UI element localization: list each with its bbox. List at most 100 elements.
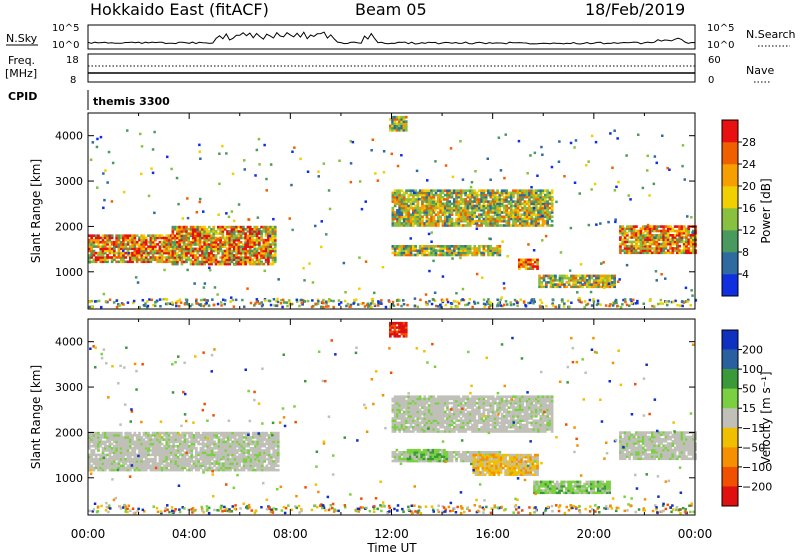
data-cell (246, 225, 250, 229)
data-cell (260, 254, 263, 257)
data-cell (414, 249, 417, 252)
data-cell (204, 436, 207, 439)
data-cell (97, 460, 100, 463)
data-cell (258, 247, 261, 251)
data-cell (398, 120, 401, 123)
data-cell (203, 251, 206, 255)
data-cell (232, 247, 236, 251)
data-cell (258, 447, 262, 450)
data-cell (140, 172, 143, 176)
data-cell (480, 215, 483, 219)
data-cell (165, 460, 169, 463)
data-cell (207, 245, 211, 248)
data-cell (232, 238, 236, 242)
data-cell (181, 464, 184, 468)
data-cell (664, 236, 668, 239)
data-cell (221, 241, 225, 244)
data-cell (353, 298, 356, 302)
data-cell (126, 453, 130, 457)
data-cell (653, 251, 656, 255)
data-cell (103, 466, 107, 470)
data-cell (107, 150, 111, 154)
data-cell (110, 460, 114, 463)
data-cell (215, 434, 219, 437)
data-cell (90, 464, 93, 468)
data-cell (275, 304, 278, 308)
data-cell (101, 247, 105, 251)
data-cell (316, 298, 320, 302)
data-cell (242, 453, 246, 457)
data-cell (255, 249, 259, 253)
data-cell (692, 247, 695, 250)
data-cell (97, 256, 100, 259)
data-cell (687, 247, 691, 250)
data-cell (286, 304, 289, 308)
data-cell (418, 191, 422, 195)
data-cell (687, 249, 691, 252)
data-cell (91, 141, 95, 144)
data-cell (169, 460, 173, 463)
data-cell (160, 466, 164, 470)
data-cell (204, 434, 207, 437)
data-cell (236, 434, 239, 437)
data-cell (516, 193, 520, 197)
data-cell (183, 438, 187, 441)
data-cell (220, 457, 223, 461)
data-cell (507, 224, 511, 227)
data-cell (427, 232, 431, 236)
data-cell (97, 251, 100, 255)
data-cell (574, 279, 578, 282)
data-cell (124, 247, 128, 251)
data-cell (525, 206, 529, 210)
data-cell (178, 247, 181, 251)
data-cell (126, 243, 130, 246)
data-cell (423, 206, 427, 210)
data-cell (117, 466, 121, 470)
data-cell (160, 236, 164, 240)
data-cell (203, 282, 207, 285)
data-cell (172, 451, 175, 454)
data-cell (135, 234, 139, 237)
data-cell (676, 303, 679, 307)
data-cell (185, 449, 189, 452)
data-cell (338, 159, 341, 162)
data-cell (595, 281, 598, 284)
data-cell (163, 466, 166, 470)
data-cell (641, 231, 645, 235)
data-cell (493, 195, 497, 199)
data-cell (646, 223, 650, 227)
data-cell (657, 244, 661, 248)
data-cell (269, 249, 272, 253)
data-cell (448, 217, 452, 221)
data-cell (235, 225, 238, 229)
data-cell (407, 195, 411, 199)
data-cell (648, 244, 652, 248)
data-cell (439, 253, 442, 257)
data-cell (599, 276, 603, 280)
data-cell (262, 256, 266, 259)
data-cell (188, 462, 191, 465)
data-cell (628, 225, 631, 228)
data-cell (516, 204, 520, 208)
data-cell (160, 442, 164, 446)
data-cell (225, 152, 228, 155)
data-cell (169, 438, 173, 441)
data-cell (504, 198, 508, 202)
data-cell (644, 236, 647, 239)
data-cell (154, 247, 157, 251)
data-cell (206, 462, 210, 465)
data-cell (140, 453, 144, 457)
data-cell (516, 301, 519, 305)
data-cell (443, 217, 447, 221)
data-cell (187, 243, 191, 246)
data-cell (398, 206, 401, 210)
data-cell (389, 124, 392, 128)
data-cell (455, 202, 458, 206)
data-cell (418, 224, 422, 227)
nsky-panel (87, 24, 696, 50)
data-cell (536, 258, 539, 262)
data-cell (237, 238, 241, 242)
data-cell (468, 219, 472, 223)
data-cell (457, 253, 461, 257)
data-cell (639, 249, 643, 252)
